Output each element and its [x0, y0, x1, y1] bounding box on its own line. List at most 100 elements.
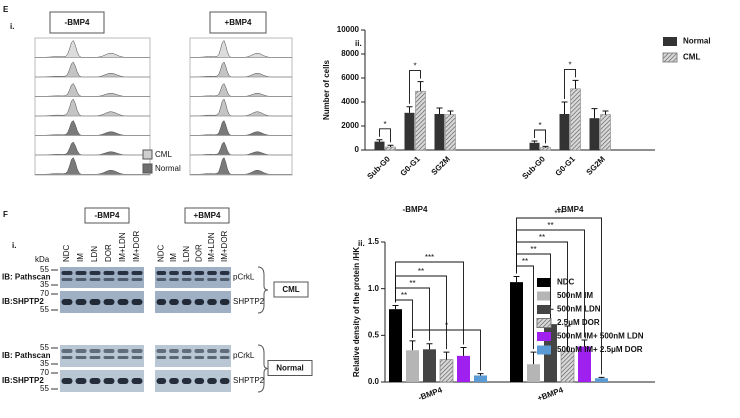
y-axis-label: Number of cells: [322, 59, 331, 120]
legend-label: 2.5μM DOR: [557, 318, 600, 327]
blot-band: [117, 299, 129, 305]
blot-strip: [155, 345, 231, 367]
blot-band: [103, 278, 115, 281]
protein-label: pCrkL: [233, 351, 255, 360]
error-bar: [598, 376, 605, 379]
histogram: [190, 83, 292, 97]
antibody-label: IB:SHPTP2: [2, 297, 44, 306]
bar: [600, 114, 611, 151]
legend-label: Normal: [683, 37, 711, 46]
lane-label: IM+DOR: [220, 230, 229, 262]
y-tick-label: 0.5: [368, 330, 380, 339]
error-bar: [426, 343, 433, 350]
protein-label: SHPTP2: [233, 376, 265, 385]
condition-box: [84, 207, 130, 224]
bar: [406, 350, 419, 382]
x-tick-label: G0-G1: [399, 154, 423, 178]
histogram: [35, 61, 150, 78]
blot-band: [61, 278, 73, 281]
error-bar: [460, 346, 467, 356]
blot-band: [75, 271, 87, 275]
y-tick-label: 1.5: [368, 237, 380, 246]
kda-label: kDa: [35, 255, 50, 264]
bar: [529, 142, 540, 150]
condition-label: +BMP4: [194, 211, 221, 220]
legend-swatch: [537, 291, 551, 301]
blot-band: [131, 271, 143, 275]
blot-band: [131, 378, 143, 384]
blot-band: [219, 271, 230, 275]
lane-label: IM: [76, 253, 85, 262]
blot-band: [61, 356, 73, 359]
lane-label: NDC: [62, 244, 71, 262]
bar: [527, 364, 540, 382]
blot-band: [103, 356, 115, 359]
histogram-frame: [189, 37, 293, 176]
bar: [404, 112, 415, 150]
x-tick-label: -BMP4: [417, 385, 444, 402]
blot-band: [103, 378, 115, 384]
blot-band: [219, 356, 230, 359]
bar: [423, 349, 436, 382]
kda-marker: 70: [40, 368, 49, 377]
kda-marker: 35: [40, 280, 49, 289]
subpanel-label: ii.: [355, 39, 362, 48]
blot-band: [156, 349, 167, 353]
brace: [257, 266, 269, 314]
blot-band: [61, 299, 73, 305]
lane-label: LDN: [182, 246, 191, 262]
blot-band: [131, 299, 143, 305]
blot-band: [181, 378, 192, 384]
bar: [559, 114, 570, 150]
error-bar: [477, 373, 484, 376]
legend-swatch: [537, 332, 551, 341]
blot-band: [207, 349, 217, 353]
protein-label: pCrkL: [233, 273, 255, 282]
legend-swatch: [662, 52, 678, 63]
bar: [578, 346, 591, 382]
blot-band: [181, 278, 192, 281]
significance-label: *: [413, 62, 416, 71]
significance-bracket: [412, 329, 481, 371]
bar: [385, 146, 396, 151]
bar: [445, 114, 456, 151]
cell-line-label: CML: [282, 285, 299, 294]
panel-label: F: [3, 210, 8, 219]
blot-band: [219, 278, 230, 281]
x-tick-label: Sub-G0: [520, 154, 547, 181]
blot-band: [89, 271, 101, 275]
significance-label: **: [409, 279, 415, 288]
blot-strip: [155, 370, 231, 392]
subpanel-label: i.: [10, 22, 14, 31]
blot-band: [169, 278, 179, 281]
significance-label: ***: [425, 253, 434, 262]
legend-label: 500nM LDN: [557, 305, 601, 314]
histogram: [190, 120, 292, 136]
blot-strip: [60, 345, 144, 367]
significance-label: *: [383, 120, 386, 129]
significance-label: *: [568, 61, 571, 70]
group-label: +BMP4: [557, 205, 584, 214]
blot-band: [89, 378, 101, 384]
legend-label: 500nM IM+ 500nM LDN: [557, 332, 644, 341]
blot-band: [207, 356, 217, 359]
kda-marker: 55: [40, 384, 49, 393]
significance-bracket: [395, 261, 464, 345]
blot-band: [89, 349, 101, 353]
error-bar: [581, 339, 588, 347]
blot-band: [219, 378, 230, 384]
histogram: [190, 157, 292, 175]
lane-label: DOR: [104, 244, 113, 262]
y-tick-label: 4000: [341, 97, 359, 106]
panel-label: E: [3, 5, 9, 14]
bar: [457, 355, 470, 382]
error-bar: [542, 145, 549, 148]
significance-bracket: [395, 275, 447, 350]
x-tick-label: G0-G1: [554, 154, 578, 178]
blot-band: [194, 271, 205, 275]
error-bar: [406, 106, 413, 113]
legend-label: NDC: [557, 278, 575, 287]
histogram: [190, 141, 292, 156]
error-bar: [417, 81, 424, 92]
significance-label: **: [530, 245, 536, 254]
